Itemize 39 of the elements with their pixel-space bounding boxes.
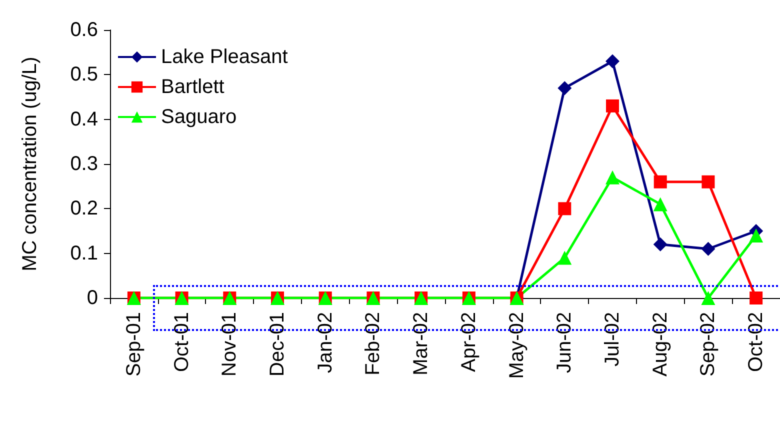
y-tick-label: 0.4 bbox=[70, 108, 98, 130]
x-tick-label: Nov-01 bbox=[218, 312, 241, 376]
y-tick-label: 0.6 bbox=[70, 19, 98, 41]
x-tick-label: Jul-02 bbox=[602, 312, 624, 366]
point bbox=[654, 175, 667, 188]
legend-label: Bartlett bbox=[161, 76, 225, 98]
x-tick-label: Feb-02 bbox=[362, 312, 384, 376]
x-tick-label: Oct-02 bbox=[745, 312, 768, 372]
point bbox=[606, 54, 620, 68]
point bbox=[701, 291, 716, 305]
point bbox=[558, 202, 572, 216]
point bbox=[701, 242, 716, 256]
x-tick-label: Sep-02 bbox=[697, 312, 720, 376]
point bbox=[702, 175, 715, 188]
y-tick-label: 0.1 bbox=[70, 242, 98, 264]
y-tick-label: 0.2 bbox=[70, 198, 98, 220]
x-tick-label: May-02 bbox=[506, 312, 528, 379]
legend-label: Saguaro bbox=[161, 106, 237, 128]
point bbox=[749, 228, 764, 242]
x-tick-label: Jun-02 bbox=[554, 312, 576, 374]
point bbox=[653, 197, 668, 212]
x-tick-label: Dec-01 bbox=[266, 312, 288, 376]
point bbox=[606, 170, 620, 184]
point bbox=[606, 99, 619, 112]
point bbox=[558, 81, 572, 96]
x-tick-label: Sep-01 bbox=[122, 312, 145, 376]
legend-label: Lake Pleasant bbox=[161, 46, 288, 68]
point bbox=[750, 292, 763, 304]
y-tick-label: 0 bbox=[86, 287, 98, 309]
y-tick-label: 0.5 bbox=[70, 64, 98, 86]
x-tick-label: Jan-02 bbox=[314, 312, 336, 374]
x-tick-label: Mar-02 bbox=[410, 312, 432, 376]
x-tick-label: Aug-02 bbox=[649, 312, 672, 376]
point bbox=[653, 237, 668, 252]
point bbox=[558, 250, 572, 265]
y-tick-label: 0.3 bbox=[70, 153, 98, 175]
y-axis-title: MC concentration (ug/L) bbox=[19, 56, 41, 272]
x-tick-label: Oct-01 bbox=[170, 312, 193, 372]
x-tick-label: Apr-02 bbox=[458, 312, 480, 372]
